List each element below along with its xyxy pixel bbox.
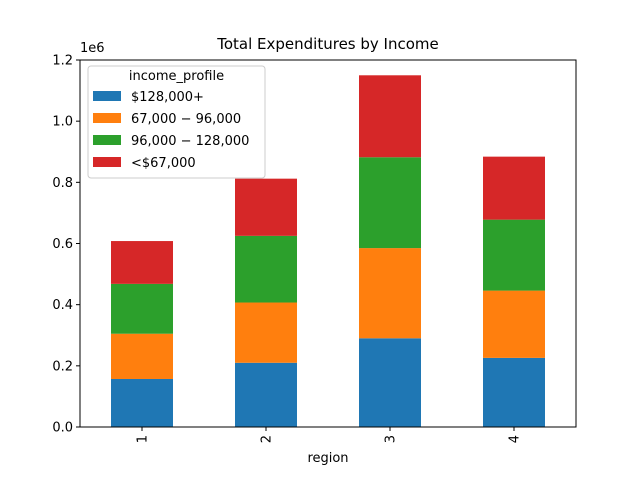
bar-segment-region-4-series-0 <box>483 357 545 427</box>
y-tick-label: 1.0 <box>52 115 73 130</box>
y-offset-label: 1e6 <box>80 41 105 56</box>
legend-swatch <box>93 91 121 101</box>
y-tick-label: 1.2 <box>52 54 73 69</box>
legend-entry-label: 96,000 − 128,000 <box>131 134 249 149</box>
legend-entry-label: $128,000+ <box>131 90 204 105</box>
bar-segment-region-2-series-1 <box>235 302 297 363</box>
bar-segment-region-3-series-2 <box>359 157 421 249</box>
legend-entry-label: <$67,000 <box>131 156 196 171</box>
x-axis: 1 2 3 4 <box>136 427 523 443</box>
legend-title: income_profile <box>129 69 224 84</box>
y-axis: 0.0 0.2 0.4 0.6 0.8 1.0 1.2 <box>52 54 80 436</box>
bars-layer <box>111 75 545 427</box>
bar-segment-region-4-series-3 <box>483 156 545 220</box>
plot-frame <box>79 59 577 428</box>
y-tick-label: 0.6 <box>52 237 73 252</box>
x-axis-label: region <box>307 451 348 466</box>
legend-swatch <box>93 135 121 145</box>
chart-title: Total Expenditures by Income <box>216 35 439 53</box>
bar-segment-region-1-series-2 <box>111 283 173 334</box>
bar-segment-region-1-series-0 <box>111 378 173 427</box>
legend-swatch <box>93 157 121 167</box>
bar-segment-region-3-series-1 <box>359 248 421 339</box>
bar-segment-region-2-series-2 <box>235 235 297 303</box>
legend: income_profile $128,000+ 67,000 − 96,000 96… <box>87 65 266 179</box>
bar-segment-region-3-series-0 <box>359 338 421 427</box>
bar-segment-region-4-series-2 <box>483 219 545 291</box>
legend-box <box>87 65 266 179</box>
legend-entry-label: 67,000 − 96,000 <box>131 112 241 127</box>
bar-segment-region-2-series-0 <box>235 362 297 427</box>
legend-swatch <box>93 113 121 123</box>
x-tick-label: 3 <box>384 435 399 443</box>
bar-segment-region-1-series-3 <box>111 241 173 284</box>
x-tick-label: 2 <box>260 435 275 443</box>
y-tick-label: 0.0 <box>52 421 73 436</box>
y-tick-label: 0.8 <box>52 176 73 191</box>
x-tick-label: 1 <box>136 435 151 443</box>
bar-segment-region-2-series-3 <box>235 178 297 236</box>
y-tick-label: 0.2 <box>52 359 73 374</box>
bar-segment-region-4-series-1 <box>483 290 545 358</box>
bar-segment-region-1-series-1 <box>111 333 173 379</box>
bar-segment-region-3-series-3 <box>359 75 421 158</box>
y-tick-label: 0.4 <box>52 298 73 313</box>
x-tick-label: 4 <box>508 435 523 443</box>
